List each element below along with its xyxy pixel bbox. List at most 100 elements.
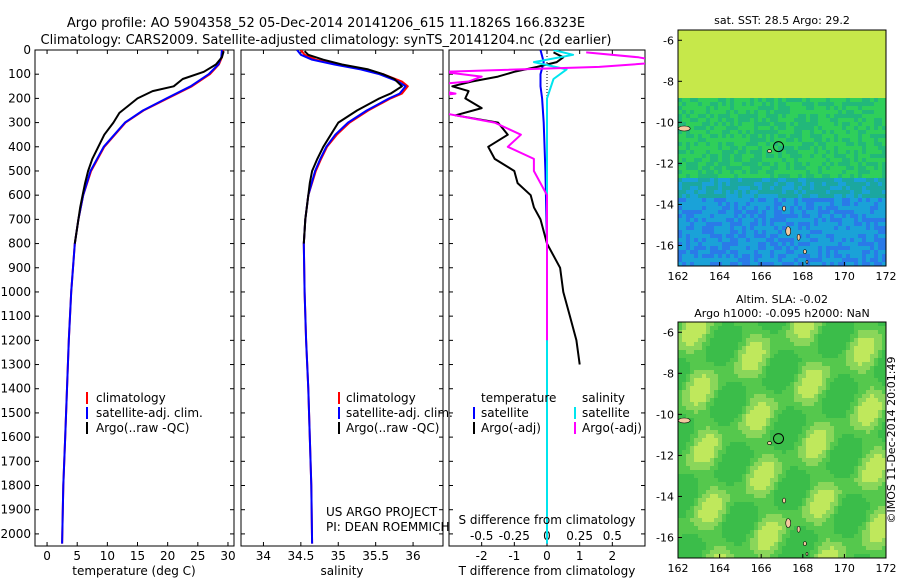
map-cell xyxy=(798,334,803,339)
map-cell xyxy=(766,30,771,35)
map-cell xyxy=(746,66,751,71)
map-cell xyxy=(826,142,831,147)
map-cell xyxy=(790,118,795,123)
map-cell xyxy=(814,122,819,127)
map-cell xyxy=(866,70,871,75)
map-cell xyxy=(882,58,886,63)
map-cell xyxy=(690,218,695,223)
map-cell xyxy=(882,98,886,103)
map-cell xyxy=(878,74,883,79)
map-cell xyxy=(838,118,843,123)
map-cell xyxy=(790,74,795,79)
map-cell xyxy=(786,158,791,163)
map-cell xyxy=(710,214,715,219)
map-cell xyxy=(774,410,779,415)
map-cell xyxy=(826,326,831,331)
map-cell xyxy=(722,54,727,59)
map-cell xyxy=(774,174,779,179)
map-cell xyxy=(786,134,791,139)
map-cell xyxy=(826,110,831,115)
map-cell xyxy=(790,110,795,115)
map-cell xyxy=(878,90,883,95)
map-cell xyxy=(690,394,695,399)
map-cell xyxy=(870,330,875,335)
map-cell xyxy=(690,74,695,79)
map-cell xyxy=(766,230,771,235)
map-cell xyxy=(826,374,831,379)
map-cell xyxy=(762,66,767,71)
map-cell xyxy=(782,382,787,387)
map-cell xyxy=(850,218,855,223)
map-cell xyxy=(734,62,739,67)
map-cell xyxy=(854,338,859,343)
map-cell xyxy=(746,98,751,103)
map-cell xyxy=(762,194,767,199)
map-cell xyxy=(730,62,735,67)
map-cell xyxy=(814,42,819,47)
map-cell xyxy=(702,246,707,251)
map-cell xyxy=(842,322,847,327)
map-cell xyxy=(874,58,879,63)
map-cell xyxy=(874,426,879,431)
map-cell xyxy=(818,150,823,155)
map-cell xyxy=(790,358,795,363)
map-cell xyxy=(778,198,783,203)
map-cell xyxy=(826,218,831,223)
map-cell xyxy=(806,126,811,131)
map-cell xyxy=(842,346,847,351)
map-cell xyxy=(846,150,851,155)
map-cell xyxy=(786,150,791,155)
map-cell xyxy=(814,50,819,55)
map-cell xyxy=(682,382,687,387)
map-cell xyxy=(798,134,803,139)
map-cell xyxy=(762,142,767,147)
map-cell xyxy=(814,238,819,243)
map-cell xyxy=(854,358,859,363)
map-cell xyxy=(758,182,763,187)
map-cell xyxy=(726,50,731,55)
map-cell xyxy=(818,338,823,343)
map-cell xyxy=(694,194,699,199)
map-cell xyxy=(798,446,803,451)
map-cell xyxy=(770,50,775,55)
map-cell xyxy=(698,326,703,331)
map-cell xyxy=(734,410,739,415)
map-cell xyxy=(874,78,879,83)
map-cell xyxy=(718,106,723,111)
map-cell xyxy=(754,70,759,75)
map-cell xyxy=(682,162,687,167)
map-cell xyxy=(818,166,823,171)
map-cell xyxy=(682,182,687,187)
map-cell xyxy=(702,446,707,451)
map-cell xyxy=(858,434,863,439)
map-cell xyxy=(790,54,795,59)
map-cell xyxy=(686,62,691,67)
map-cell xyxy=(798,154,803,159)
map-cell xyxy=(822,106,827,111)
map-cell xyxy=(726,118,731,123)
map-cell xyxy=(834,62,839,67)
map-cell xyxy=(750,30,755,35)
map-cell xyxy=(722,102,727,107)
map-cell xyxy=(762,182,767,187)
map-cell xyxy=(766,246,771,251)
map-cell xyxy=(810,434,815,439)
map-cell xyxy=(754,198,759,203)
map-cell xyxy=(850,438,855,443)
map-cell xyxy=(778,370,783,375)
map-cell xyxy=(786,154,791,159)
map-cell xyxy=(742,442,747,447)
map-cell xyxy=(802,98,807,103)
map-cell xyxy=(878,322,883,327)
series-line-s-satellite xyxy=(532,50,575,544)
map-cell xyxy=(682,222,687,227)
map-cell xyxy=(854,126,859,131)
map-cell xyxy=(746,402,751,407)
map-cell xyxy=(790,402,795,407)
map-cell xyxy=(770,234,775,239)
map-cell xyxy=(746,218,751,223)
map-cell xyxy=(814,58,819,63)
map-cell xyxy=(746,198,751,203)
map-cell xyxy=(770,198,775,203)
map-cell xyxy=(718,70,723,75)
